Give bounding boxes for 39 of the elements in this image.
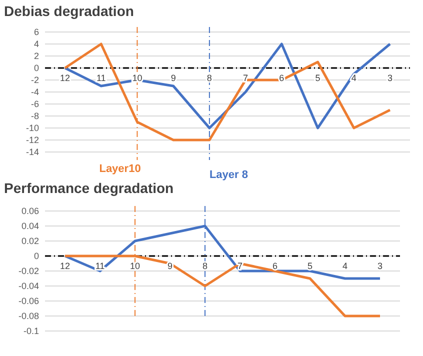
y-tick-label: 6	[34, 27, 39, 38]
x-tick-label: 8	[206, 73, 212, 83]
x-tick-label: 3	[387, 73, 393, 83]
y-tick-label: 0	[34, 251, 39, 262]
x-tick-label: 8	[202, 261, 208, 271]
y-tick-label: -8	[30, 111, 39, 122]
x-tick-label: 5	[307, 261, 313, 271]
y-tick-label: -4	[30, 87, 39, 98]
y-tick-label: -2	[30, 75, 39, 86]
ref-line-label: Layer 8	[209, 169, 248, 181]
x-tick-label: 9	[170, 73, 176, 83]
chart-title: Debias degradation	[4, 3, 134, 19]
x-tick-label: 11	[95, 261, 105, 271]
x-tick-label: 4	[342, 261, 348, 271]
y-tick-label: 0	[34, 63, 39, 74]
y-tick-label: -0.1	[23, 326, 39, 336]
y-tick-label: -6	[30, 99, 39, 110]
y-tick-label: -0.08	[18, 311, 39, 322]
y-tick-label: 0.04	[21, 221, 39, 232]
y-tick-label: -12	[26, 135, 39, 146]
x-tick-label: 11	[96, 73, 106, 83]
y-tick-label: 4	[34, 39, 39, 50]
x-tick-label: 5	[315, 73, 320, 83]
x-tick-label: 3	[377, 261, 383, 271]
y-tick-label: -10	[26, 123, 39, 134]
x-tick-label: 12	[60, 261, 70, 271]
x-tick-label: 10	[130, 261, 140, 271]
chart-title: Performance degradation	[4, 180, 174, 196]
x-tick-label: 6	[272, 261, 278, 271]
x-tick-label: 4	[351, 73, 356, 83]
y-tick-label: -0.06	[18, 296, 39, 306]
y-tick-label: -0.04	[18, 281, 39, 292]
y-tick-label: -0.02	[18, 266, 39, 276]
y-tick-label: 0.02	[21, 236, 39, 246]
y-tick-label: 2	[34, 51, 39, 62]
ref-line-label: Layer10	[99, 163, 141, 175]
x-tick-label: 12	[60, 73, 70, 83]
y-tick-label: 0.06	[21, 206, 39, 216]
y-tick-label: -14	[26, 147, 39, 158]
